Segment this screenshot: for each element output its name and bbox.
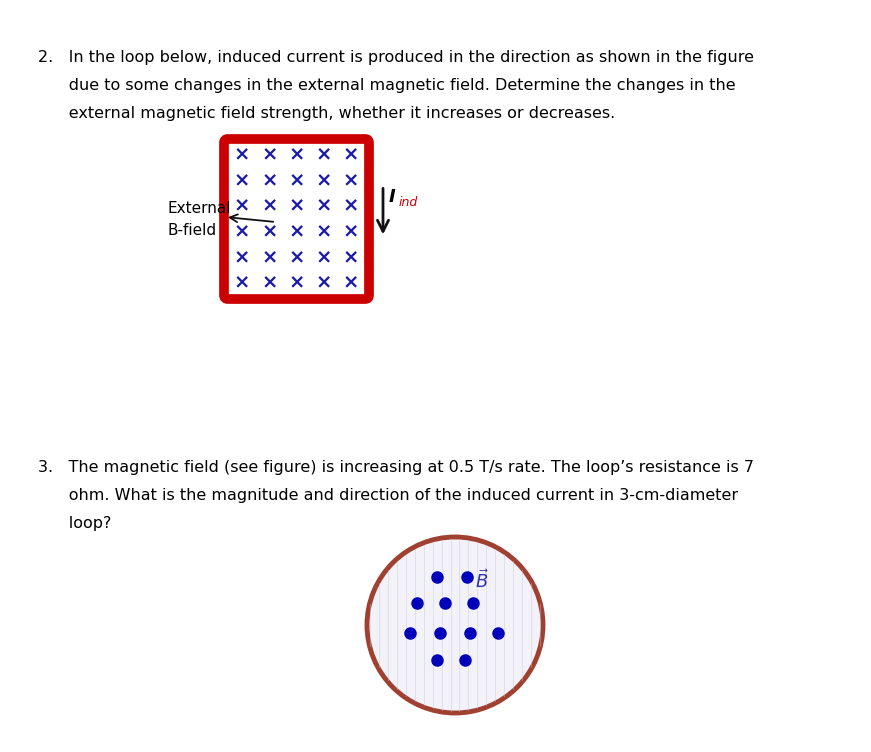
Text: ×: × [261, 197, 278, 216]
Text: External: External [167, 201, 231, 216]
Text: 2.   In the loop below, induced current is produced in the direction as shown in: 2. In the loop below, induced current is… [38, 50, 754, 65]
Text: ×: × [343, 171, 359, 190]
Text: ×: × [343, 274, 359, 293]
Text: ×: × [288, 145, 305, 165]
Text: ×: × [288, 197, 305, 216]
Text: B-field: B-field [167, 223, 216, 238]
Text: ×: × [315, 171, 332, 190]
Text: ×: × [288, 248, 305, 267]
Text: ×: × [288, 274, 305, 293]
Text: ×: × [315, 145, 332, 165]
Circle shape [367, 537, 543, 713]
Text: ×: × [343, 197, 359, 216]
Text: ×: × [288, 171, 305, 190]
Text: ×: × [315, 197, 332, 216]
Text: ×: × [261, 248, 278, 267]
Text: ×: × [288, 223, 305, 241]
Text: ×: × [261, 223, 278, 241]
Text: ×: × [315, 248, 332, 267]
Text: 3.   The magnetic field (see figure) is increasing at 0.5 T/s rate. The loop’s r: 3. The magnetic field (see figure) is in… [38, 460, 754, 475]
Text: ×: × [233, 145, 250, 165]
Text: ×: × [315, 223, 332, 241]
Text: loop?: loop? [38, 516, 111, 531]
FancyBboxPatch shape [224, 139, 369, 299]
Text: $\vec{B}$: $\vec{B}$ [475, 569, 490, 593]
Text: ×: × [233, 248, 250, 267]
Text: ×: × [233, 223, 250, 241]
Text: ×: × [343, 223, 359, 241]
Text: ×: × [233, 197, 250, 216]
Text: ×: × [261, 145, 278, 165]
Text: ×: × [233, 274, 250, 293]
Text: ×: × [343, 248, 359, 267]
Text: ×: × [315, 274, 332, 293]
Text: I: I [389, 187, 395, 205]
Text: due to some changes in the external magnetic field. Determine the changes in the: due to some changes in the external magn… [38, 78, 736, 93]
Text: ×: × [261, 274, 278, 293]
Text: ×: × [343, 145, 359, 165]
Text: ×: × [261, 171, 278, 190]
Text: ind: ind [399, 196, 418, 208]
Text: ×: × [233, 171, 250, 190]
Text: ohm. What is the magnitude and direction of the induced current in 3-cm-diameter: ohm. What is the magnitude and direction… [38, 488, 738, 503]
Text: external magnetic field strength, whether it increases or decreases.: external magnetic field strength, whethe… [38, 106, 615, 121]
